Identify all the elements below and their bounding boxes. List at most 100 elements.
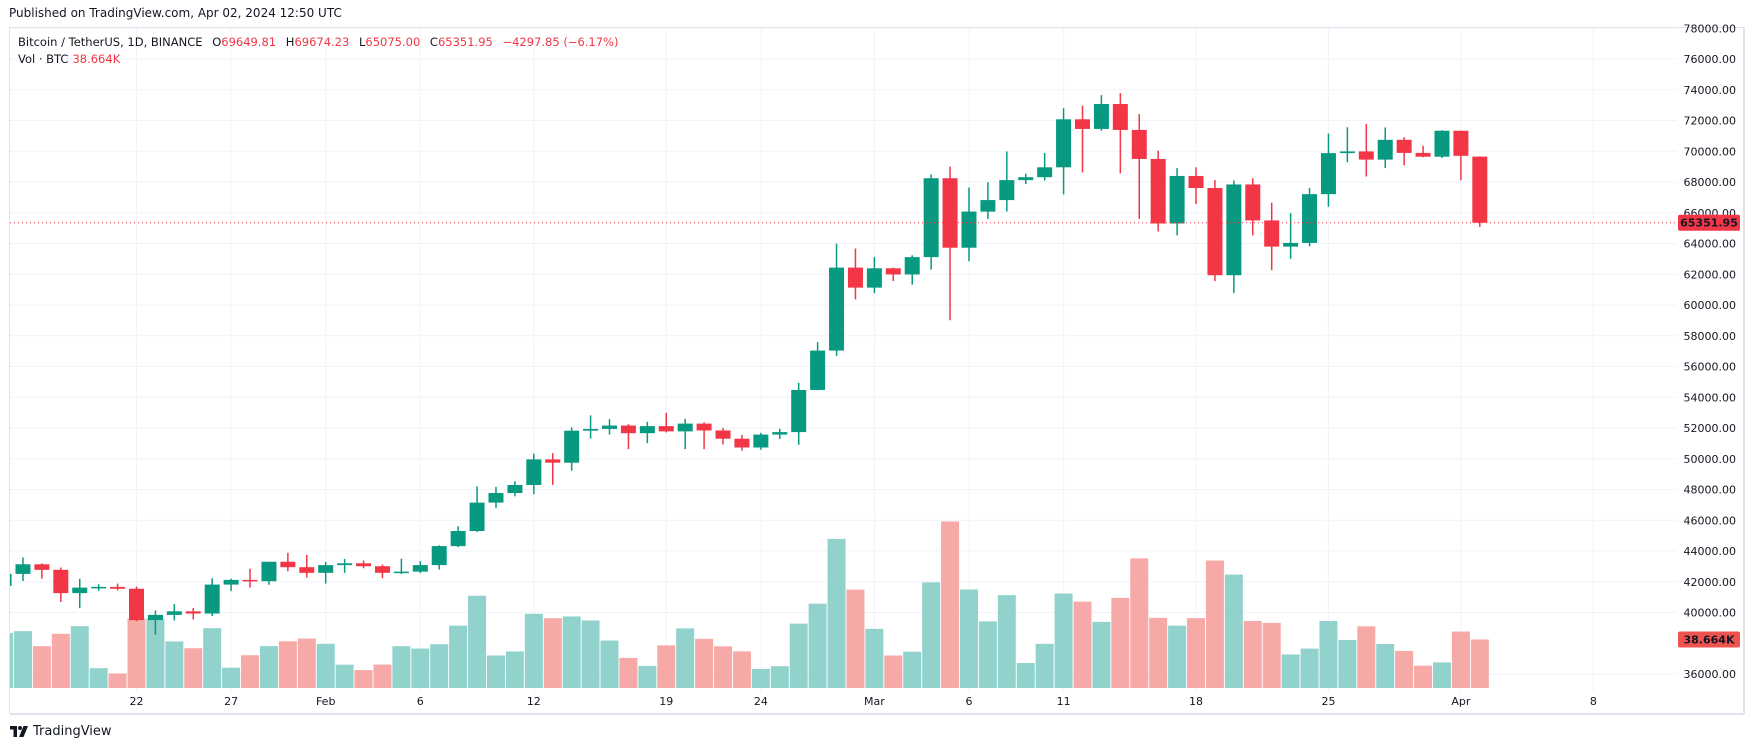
volume-bar xyxy=(1357,626,1376,688)
candle[interactable] xyxy=(53,567,69,602)
candle[interactable] xyxy=(1056,108,1072,195)
candle[interactable] xyxy=(620,424,636,450)
candle[interactable] xyxy=(810,342,826,391)
candle[interactable] xyxy=(980,182,996,219)
candle[interactable] xyxy=(507,481,523,497)
candle[interactable] xyxy=(1358,124,1374,177)
candle[interactable] xyxy=(166,603,182,621)
candle[interactable] xyxy=(299,554,315,578)
candle[interactable] xyxy=(356,560,372,569)
volume-bar xyxy=(335,664,354,688)
candle[interactable] xyxy=(1302,187,1318,247)
candle[interactable] xyxy=(866,257,882,294)
candle[interactable] xyxy=(1320,133,1336,207)
candle[interactable] xyxy=(1264,202,1280,271)
candle[interactable] xyxy=(1396,137,1412,166)
candle[interactable] xyxy=(772,428,788,440)
candle[interactable] xyxy=(488,486,504,508)
candle[interactable] xyxy=(1245,178,1261,236)
candle[interactable] xyxy=(1169,168,1185,236)
candle[interactable] xyxy=(72,578,88,609)
candle[interactable] xyxy=(431,545,447,570)
candle[interactable] xyxy=(1131,114,1147,219)
time-axis[interactable]: 22 27 Feb 6 12 19 24 Mar 6 11 18 25 Apr 8 xyxy=(130,695,1597,708)
candle[interactable] xyxy=(204,578,220,617)
candle[interactable] xyxy=(34,563,50,579)
candle[interactable] xyxy=(15,557,31,581)
candle[interactable] xyxy=(1339,127,1355,163)
tradingview-brand-text: TradingView xyxy=(33,724,112,739)
candle[interactable] xyxy=(904,255,920,285)
candle[interactable] xyxy=(602,419,617,435)
volume-bar xyxy=(865,628,884,688)
candle[interactable] xyxy=(847,248,863,300)
candle[interactable] xyxy=(110,583,126,591)
candle[interactable] xyxy=(564,427,580,471)
candle[interactable] xyxy=(1377,127,1393,169)
candle-body xyxy=(91,586,107,589)
candle[interactable] xyxy=(791,382,807,445)
candle[interactable] xyxy=(129,586,144,622)
candle[interactable] xyxy=(1283,213,1299,259)
legend-volume-label[interactable]: Vol · BTC xyxy=(18,52,69,66)
candle[interactable] xyxy=(1434,130,1450,158)
candle[interactable] xyxy=(0,560,12,586)
candle[interactable] xyxy=(1415,145,1431,158)
candle[interactable] xyxy=(147,610,163,635)
candle[interactable] xyxy=(412,561,428,574)
candle[interactable] xyxy=(223,578,239,592)
candle[interactable] xyxy=(1018,173,1034,185)
candle[interactable] xyxy=(318,561,334,584)
candle[interactable] xyxy=(185,608,201,620)
candle[interactable] xyxy=(1188,167,1204,205)
candle[interactable] xyxy=(280,552,296,572)
candle[interactable] xyxy=(923,174,939,270)
candle[interactable] xyxy=(450,526,466,548)
volume-bar xyxy=(184,648,203,688)
candle-body xyxy=(1188,175,1204,189)
candle[interactable] xyxy=(469,486,485,532)
candle[interactable] xyxy=(1093,95,1109,131)
candle[interactable] xyxy=(734,434,750,451)
candle[interactable] xyxy=(715,428,731,445)
candle[interactable] xyxy=(583,415,599,439)
candle[interactable] xyxy=(942,166,958,321)
candle-body xyxy=(280,561,296,568)
candle[interactable] xyxy=(261,561,277,585)
tradingview-brand[interactable]: TradingView xyxy=(10,724,112,739)
candle[interactable] xyxy=(337,558,353,573)
candle-body xyxy=(1093,104,1109,129)
candle[interactable] xyxy=(961,187,977,262)
price-axis[interactable]: 78000.00 76000.00 74000.00 72000.00 70000.00… xyxy=(1684,22,1737,681)
candle[interactable] xyxy=(1226,180,1242,294)
candle[interactable] xyxy=(829,243,845,356)
candle[interactable] xyxy=(545,453,561,485)
candle[interactable] xyxy=(1472,156,1488,227)
candle[interactable] xyxy=(242,568,258,588)
legend-symbol[interactable]: Bitcoin / TetherUS, 1D, BINANCE xyxy=(18,35,203,49)
candle[interactable] xyxy=(753,432,769,450)
price-tick-label: 72000.00 xyxy=(1684,115,1737,128)
time-tick-label: Mar xyxy=(864,695,885,708)
candle[interactable] xyxy=(677,418,693,450)
candle[interactable] xyxy=(1453,130,1469,181)
candle[interactable] xyxy=(696,422,712,450)
candle[interactable] xyxy=(91,584,107,591)
candle[interactable] xyxy=(658,412,674,433)
candle[interactable] xyxy=(1075,105,1090,173)
volume-bar xyxy=(89,668,108,688)
candle[interactable] xyxy=(526,453,542,495)
candle[interactable] xyxy=(1150,150,1166,232)
candle[interactable] xyxy=(639,421,655,444)
candle[interactable] xyxy=(393,558,409,575)
candle[interactable] xyxy=(1207,180,1223,282)
candle[interactable] xyxy=(1037,152,1053,181)
candle-body xyxy=(356,563,372,567)
candle[interactable] xyxy=(999,151,1015,212)
volume-bar xyxy=(1016,663,1035,688)
candle-body xyxy=(1207,188,1223,276)
candle[interactable] xyxy=(885,267,901,281)
candle[interactable] xyxy=(374,564,390,579)
candle[interactable] xyxy=(1112,93,1128,174)
